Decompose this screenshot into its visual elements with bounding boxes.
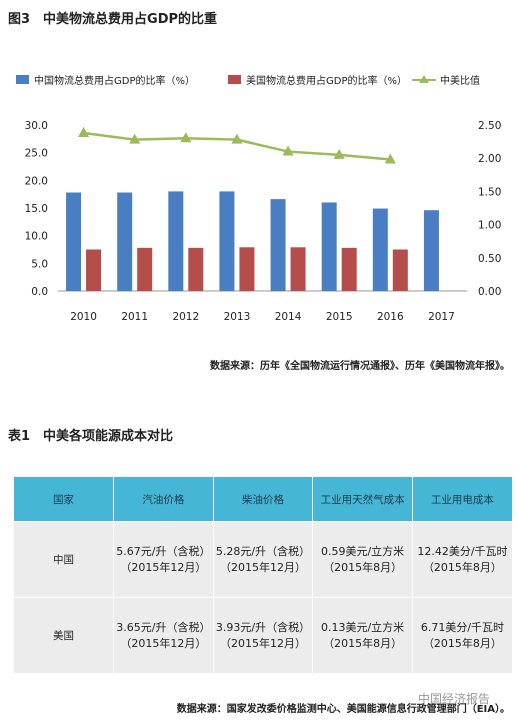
legend-item: 中国物流总费用占GDP的比率（%） <box>16 74 195 87</box>
bar-china <box>66 192 82 291</box>
y-right-tick-label: 0.00 <box>478 286 501 298</box>
x-tick-label: 2013 <box>224 311 251 323</box>
bar-china <box>270 199 286 291</box>
ratio-point <box>333 148 345 159</box>
bar-china <box>372 208 388 291</box>
cell-date: （2015年12月） <box>120 560 207 574</box>
bar-usa <box>341 247 357 291</box>
legend-swatch <box>16 75 29 84</box>
chart-legend: 中国物流总费用占GDP的比率（%） 美国物流总费用占GDP的比率（%） 中美比值 <box>16 74 480 87</box>
table-source: 数据来源：国家发改委价格监测中心、美国能源信息行政管理部门（EIA）。 <box>176 704 510 715</box>
table-cell: 5.67元/升（含税） （2015年12月） <box>113 521 214 598</box>
header-cell-gasoline: 汽油价格 <box>113 477 214 522</box>
bar-china <box>117 192 133 291</box>
table-cell: 5.28元/升（含税） （2015年12月） <box>213 521 314 598</box>
cell-date: （2015年12月） <box>219 560 306 574</box>
legend-item: 中美比值 <box>412 74 480 87</box>
y-right-tick-label: 1.00 <box>478 220 501 232</box>
table-row: 中国 5.67元/升（含税） （2015年12月） 5.28元/升（含税） （201… <box>14 521 512 598</box>
y-left-tick-label: 0.0 <box>31 286 48 298</box>
cell-date: （2015年8月） <box>422 636 502 650</box>
x-tick-label: 2017 <box>428 311 455 323</box>
chart-plot <box>66 126 439 291</box>
table-cell: 0.59美元/立方米 （2015年8月） <box>312 521 413 598</box>
table-title: 表1 中美各项能源成本对比 <box>8 429 174 444</box>
y-left-tick-label: 20.0 <box>25 175 48 187</box>
cell-date: （2015年12月） <box>120 636 207 650</box>
cell-date: （2015年12月） <box>219 636 306 650</box>
bar-usa <box>392 249 408 291</box>
legend-label: 中美比值 <box>440 74 480 87</box>
table-row: 美国 3.65元/升（含税） （2015年12月） 3.93元/升（含税） （201… <box>14 597 512 673</box>
ratio-point <box>180 132 192 143</box>
table-header-row: 国家 汽油价格 柴油价格 工业用天然气成本 工业用电成本 <box>14 477 512 522</box>
x-tick-label: 2014 <box>275 311 302 323</box>
x-tick-label: 2010 <box>70 311 97 323</box>
y-left-tick-label: 10.0 <box>25 231 48 243</box>
bar-usa <box>137 247 153 291</box>
legend-item: 美国物流总费用占GDP的比率（%） <box>228 74 407 87</box>
x-tick-label: 2011 <box>121 311 148 323</box>
cell-date: （2015年8月） <box>323 560 403 574</box>
ratio-point <box>78 126 90 137</box>
bar-usa <box>188 247 204 291</box>
y-left-tick-label: 30.0 <box>25 120 48 132</box>
header-cell-electricity: 工业用电成本 <box>412 477 512 522</box>
ratio-point <box>282 145 294 156</box>
figure-title: 图3 中美物流总费用占GDP的比重 <box>8 12 218 27</box>
cell-date: （2015年8月） <box>323 636 403 650</box>
header-cell-diesel: 柴油价格 <box>213 477 314 522</box>
ratio-point <box>231 133 243 144</box>
cell-date: （2015年8月） <box>422 560 502 574</box>
y-right-tick-label: 0.50 <box>478 253 501 265</box>
x-tick-label: 2015 <box>326 311 353 323</box>
y-left-tick-label: 5.0 <box>31 258 48 270</box>
ratio-point <box>384 153 396 164</box>
row-country-china: 中国 <box>14 521 115 598</box>
bar-china <box>423 210 439 291</box>
ratio-point <box>129 133 141 144</box>
table-cell: 3.65元/升（含税） （2015年12月） <box>113 597 214 673</box>
combo-chart: 中国物流总费用占GDP的比率（%） 美国物流总费用占GDP的比率（%） 中美比值 0… <box>16 74 502 323</box>
bar-china <box>219 191 235 291</box>
bar-usa <box>239 247 255 291</box>
bar-usa <box>290 247 306 291</box>
bar-usa <box>86 249 102 291</box>
bar-china <box>168 191 184 291</box>
table-cell: 6.71美分/千瓦时 （2015年8月） <box>412 597 512 673</box>
cell-value: 6.71美分/千瓦时 <box>420 620 505 634</box>
cell-value: 5.28元/升（含税） <box>215 544 311 558</box>
y-right-tick-label: 1.50 <box>478 186 501 198</box>
cell-value: 0.59美元/立方米 <box>320 544 405 558</box>
table-cell: 0.13美元/立方米 （2015年8月） <box>312 597 413 673</box>
legend-label: 中国物流总费用占GDP的比率（%） <box>34 74 195 87</box>
chart-axes: 0.0 5.0 10.0 15.0 20.0 25.0 30.0 0.00 0.50 1.00 1.… <box>25 120 502 323</box>
table-cell: 3.93元/升（含税） （2015年12月） <box>213 597 314 673</box>
cell-value: 3.93元/升（含税） <box>215 620 311 634</box>
legend-marker <box>419 75 429 83</box>
table-cell: 12.42美分/千瓦时 （2015年8月） <box>412 521 512 598</box>
cell-value: 0.13美元/立方米 <box>320 620 405 634</box>
legend-swatch <box>228 75 241 84</box>
y-right-tick-label: 2.50 <box>478 120 501 132</box>
y-left-tick-label: 25.0 <box>25 148 48 160</box>
header-cell-gas: 工业用天然气成本 <box>312 477 413 522</box>
bar-china <box>321 202 337 291</box>
x-tick-label: 2012 <box>172 311 199 323</box>
y-left-tick-label: 15.0 <box>25 203 48 215</box>
figure-source: 数据来源：历年《全国物流运行情况通报》、历年《美国物流年报》。 <box>210 361 510 372</box>
y-right-tick-label: 2.00 <box>478 153 501 165</box>
cell-value: 12.42美分/千瓦时 <box>417 544 508 558</box>
row-country-usa: 美国 <box>14 597 115 673</box>
cell-value: 5.67元/升（含税） <box>116 544 211 558</box>
x-tick-label: 2016 <box>377 311 404 323</box>
watermark-text: 中国经济报告 <box>417 692 490 706</box>
header-cell-country: 国家 <box>14 477 115 522</box>
cell-value: 3.65元/升（含税） <box>116 620 211 634</box>
legend-label: 美国物流总费用占GDP的比率（%） <box>246 74 407 87</box>
energy-cost-table: 国家 汽油价格 柴油价格 工业用天然气成本 工业用电成本 中国 5.67元/升（… <box>14 477 512 673</box>
